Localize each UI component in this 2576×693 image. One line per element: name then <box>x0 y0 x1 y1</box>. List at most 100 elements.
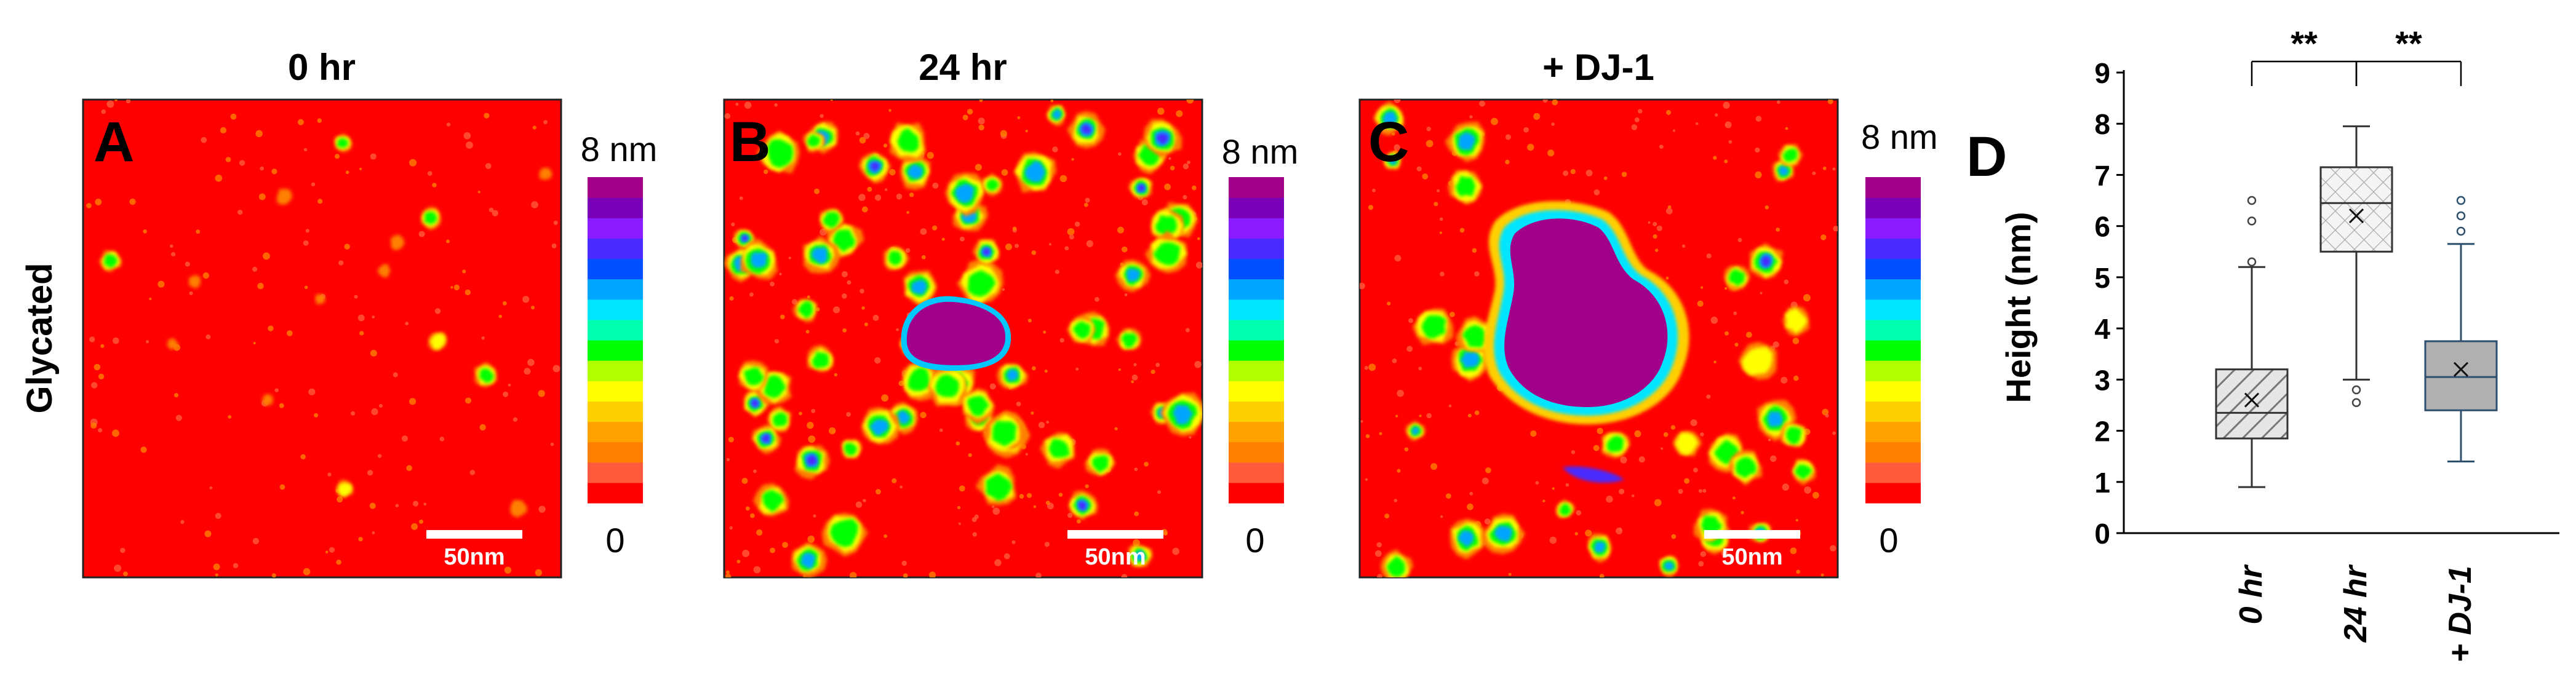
afm-speckle <box>1394 255 1402 262</box>
afm-speckle <box>1163 531 1168 536</box>
afm-speckle <box>367 470 373 476</box>
afm-speckle <box>304 285 308 290</box>
afm-particle <box>911 280 927 295</box>
afm-speckle <box>465 289 471 296</box>
afm-speckle <box>959 236 965 242</box>
afm-speckle <box>1426 127 1431 132</box>
afm-particle <box>1082 124 1092 134</box>
afm-particle <box>986 179 1000 191</box>
afm-speckle <box>1706 394 1711 399</box>
afm-speckle <box>1631 494 1635 497</box>
afm-particle <box>1675 432 1699 456</box>
afm-speckle <box>863 133 870 140</box>
afm-speckle <box>338 260 344 266</box>
afm-speckle <box>1822 166 1827 170</box>
afm-speckle <box>204 530 212 537</box>
significance-label: ** <box>2291 24 2318 63</box>
afm-speckle <box>1603 176 1608 180</box>
afm-speckle <box>1616 527 1623 535</box>
afm-speckle <box>903 573 908 577</box>
afm-speckle <box>1069 234 1074 240</box>
afm-speckle <box>1770 455 1777 462</box>
afm-speckle <box>1484 518 1491 525</box>
afm-particle <box>751 399 759 408</box>
colorbar-swatch <box>588 197 643 218</box>
afm-speckle <box>1031 250 1037 255</box>
afm-speckle <box>874 194 882 201</box>
afm-speckle <box>354 295 358 299</box>
colorbar-swatch <box>588 238 643 259</box>
afm-speckle <box>170 251 176 257</box>
significance-brackets: ** ** <box>2251 24 2462 86</box>
afm-speckle <box>98 428 103 433</box>
afm-speckle <box>808 435 816 443</box>
afm-speckle <box>1570 168 1576 175</box>
afm-speckle <box>1656 225 1662 231</box>
afm-speckle <box>1552 487 1555 490</box>
afm-speckle <box>1563 170 1569 176</box>
afm-speckle <box>1418 366 1422 371</box>
afm-speckle <box>1376 542 1382 548</box>
y-tick-label: 0 <box>2094 518 2110 550</box>
colorbar-swatch <box>1865 421 1921 443</box>
afm-speckle <box>971 517 977 523</box>
afm-particle <box>338 483 353 497</box>
afm-speckle <box>89 336 95 343</box>
outlier-point <box>2456 226 2466 236</box>
afm-speckle <box>140 446 147 453</box>
colorbar-swatch <box>588 218 643 239</box>
panel-b: 24 hr B 50nm <box>723 47 1203 579</box>
afm-speckle <box>994 559 1002 566</box>
afm-speckle <box>1141 199 1148 206</box>
outlier-point <box>2456 211 2466 221</box>
afm-speckle <box>1368 205 1374 210</box>
afm-speckle <box>359 167 362 170</box>
afm-speckle <box>1015 244 1019 248</box>
afm-speckle <box>741 477 748 485</box>
panel-a: 0 hr A 50nm <box>82 47 562 579</box>
afm-speckle <box>749 156 752 160</box>
afm-speckle <box>1422 173 1429 180</box>
afm-speckle <box>1820 234 1827 240</box>
afm-speckle <box>1695 122 1699 125</box>
afm-speckle <box>813 514 816 518</box>
afm-particle <box>888 251 902 266</box>
outlier-point <box>2247 216 2257 226</box>
afm-speckle <box>1012 226 1017 231</box>
afm-speckle <box>300 454 306 460</box>
afm-speckle <box>764 169 768 175</box>
afm-particle <box>832 229 855 253</box>
afm-speckle <box>1793 375 1799 381</box>
afm-speckle <box>1440 271 1445 277</box>
colorbar-swatch <box>1865 482 1921 504</box>
afm-speckle <box>842 293 847 299</box>
afm-speckle <box>1131 374 1138 381</box>
afm-speckle <box>978 124 984 131</box>
afm-speckle <box>201 137 207 143</box>
afm-speckle <box>126 100 131 104</box>
colorbar-swatch <box>1229 381 1284 402</box>
afm-speckle <box>859 137 866 144</box>
afm-speckle <box>462 269 466 274</box>
afm-speckle <box>286 330 293 336</box>
colorbar-swatch <box>1865 218 1921 239</box>
box-1 <box>2215 196 2289 488</box>
afm-speckle <box>1830 545 1836 552</box>
colorbar-swatch <box>1229 238 1284 259</box>
significance-bracket: ** <box>2355 24 2462 86</box>
colorbar-swatch <box>1229 197 1284 218</box>
afm-speckle <box>941 237 945 241</box>
afm-speckle <box>906 211 909 214</box>
afm-particle <box>188 275 201 288</box>
afm-speckle <box>932 182 939 189</box>
afm-speckle <box>1665 276 1669 280</box>
afm-speckle <box>1031 411 1034 415</box>
afm-speckle <box>1011 540 1016 544</box>
afm-speckle <box>357 314 365 322</box>
afm-particle <box>741 235 748 242</box>
afm-speckle <box>1384 513 1390 519</box>
afm-speckle <box>1755 147 1760 153</box>
afm-speckle <box>1599 574 1605 577</box>
afm-speckle <box>94 363 101 371</box>
afm-speckle <box>939 428 943 432</box>
